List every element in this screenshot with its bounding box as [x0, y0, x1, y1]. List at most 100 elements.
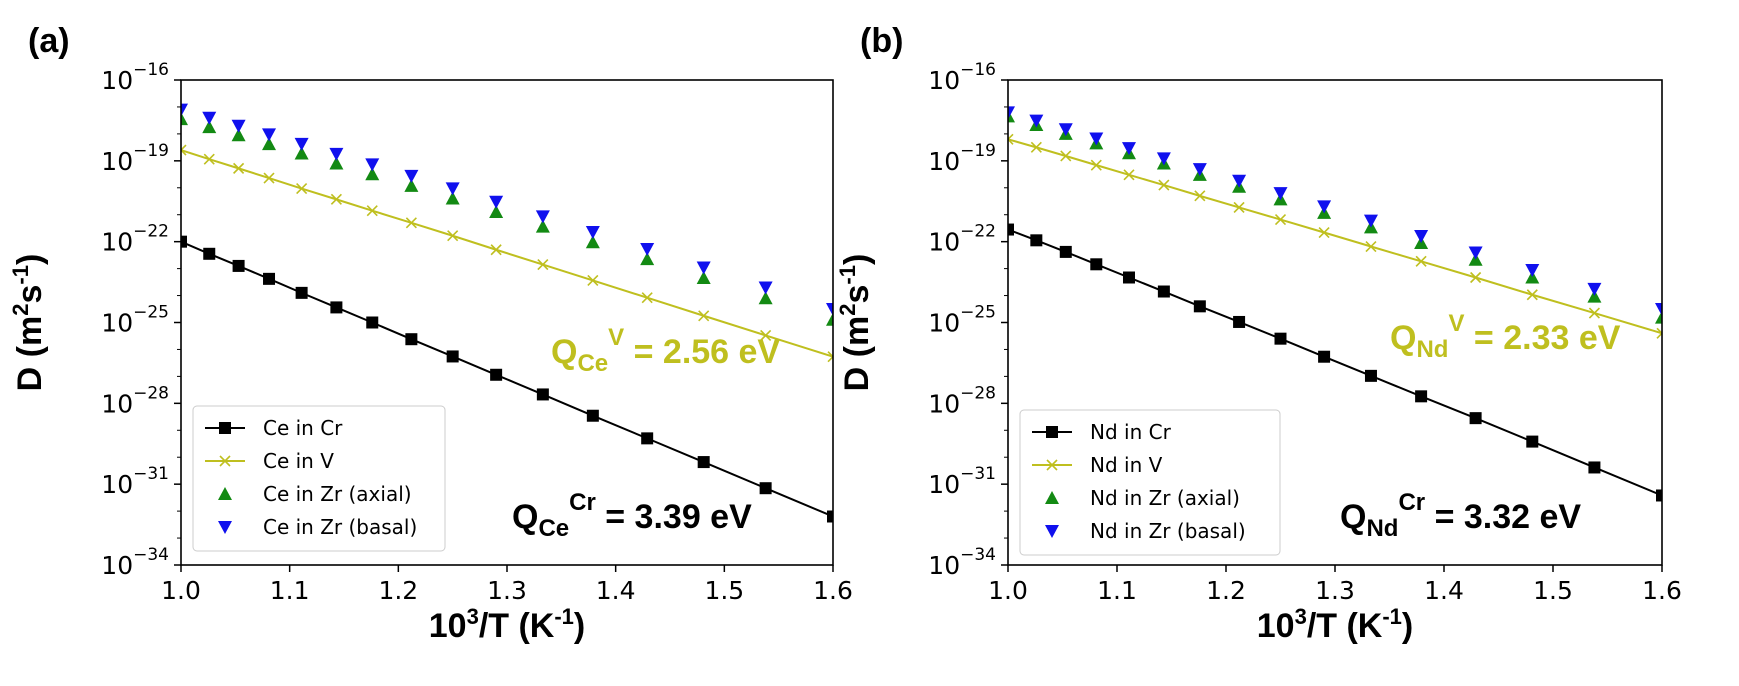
data-point-cr — [1656, 489, 1662, 502]
series-cr — [181, 235, 833, 523]
legend-marker — [1045, 491, 1059, 504]
annotation-q-v: QCeV = 2.56 eV — [551, 324, 780, 377]
data-point-v — [1588, 307, 1600, 319]
data-point-v — [587, 274, 599, 287]
data-point-v — [1415, 255, 1427, 267]
data-point-cr — [295, 286, 308, 299]
y-tick-label: 10−16 — [928, 60, 996, 95]
data-point-cr — [1274, 332, 1287, 345]
legend-marker — [218, 487, 232, 500]
data-point-basal — [758, 281, 773, 295]
series-axial — [181, 112, 833, 326]
legend-item: Nd in Cr — [1032, 420, 1172, 444]
data-point-basal — [1363, 214, 1378, 228]
x-tick-label: 1.6 — [813, 576, 853, 605]
y-tick-label: 10−22 — [101, 222, 169, 257]
legend-marker — [1046, 459, 1058, 471]
legend: Nd in Cr Nd in V Nd in Zr (axial) Nd in Zr … — [1019, 409, 1281, 556]
data-point-axial — [489, 205, 504, 219]
x-tick-label: 1.0 — [988, 576, 1028, 605]
data-point-cr — [536, 388, 549, 401]
panel-label: (a) — [28, 22, 70, 60]
data-point-v — [405, 217, 417, 229]
data-point-basal — [181, 103, 188, 117]
data-point-cr — [181, 235, 187, 248]
x-tick-label: 1.5 — [704, 576, 744, 605]
data-point-cr — [1030, 234, 1043, 247]
data-point-v — [1365, 240, 1377, 253]
data-point-cr — [1008, 223, 1014, 236]
y-tick-label: 10−31 — [928, 464, 996, 499]
y-tick-label: 10−34 — [928, 545, 996, 580]
y-tick-label: 10−19 — [928, 141, 996, 176]
legend-item: Nd in Zr (axial) — [1045, 486, 1240, 510]
data-point-cr — [586, 409, 599, 422]
data-point-cr — [490, 368, 503, 381]
y-axis-label: D (m2s-1) — [835, 254, 876, 392]
data-point-axial — [758, 291, 773, 305]
data-point-basal — [329, 147, 344, 161]
data-point-basal — [404, 169, 419, 183]
data-point-basal — [1468, 246, 1483, 260]
data-point-v — [537, 259, 549, 271]
data-point-axial — [404, 178, 419, 192]
data-point-cr — [1059, 245, 1072, 258]
legend-item: Ce in V — [205, 449, 334, 473]
data-point-basal — [1655, 303, 1662, 317]
data-point-axial — [202, 120, 217, 134]
legend-label: Nd in Zr (basal) — [1090, 519, 1246, 543]
y-tick-label: 10−31 — [101, 464, 169, 499]
data-point-basal — [1121, 142, 1136, 156]
legend-marker — [218, 521, 232, 534]
data-point-basal — [489, 195, 504, 209]
data-point-cr — [1193, 300, 1206, 313]
plot-area — [1008, 106, 1662, 502]
data-point-axial — [585, 235, 600, 249]
data-point-basal — [1587, 282, 1602, 296]
y-tick-label: 10−19 — [101, 141, 169, 176]
data-point-cr — [759, 482, 772, 495]
data-point-v — [1470, 271, 1482, 284]
data-point-axial — [231, 128, 246, 142]
data-point-cr — [1469, 412, 1482, 425]
data-point-basal — [202, 111, 217, 125]
data-point-v — [181, 144, 187, 156]
data-point-cr — [1526, 435, 1539, 448]
data-point-axial — [535, 219, 550, 233]
y-tick-label: 10−25 — [928, 303, 996, 338]
data-point-axial — [1587, 289, 1602, 303]
data-point-axial — [696, 271, 711, 285]
data-point-v — [447, 230, 459, 242]
panel-a: (a)1.0 1.1 1.2 1.3 1.4 1.5 1.610−1610−1910−221… — [8, 22, 853, 645]
data-point-cr — [1588, 461, 1601, 474]
y-tick-label: 10−22 — [928, 222, 996, 257]
panel-label: (b) — [860, 22, 903, 60]
x-axis-label: 103/T (K-1) — [1257, 604, 1414, 645]
data-point-cr — [1318, 350, 1331, 363]
data-point-v — [1318, 226, 1330, 239]
data-point-cr — [446, 350, 459, 363]
data-point-axial — [1525, 270, 1540, 284]
x-tick-label: 1.3 — [1315, 576, 1355, 605]
data-point-basal — [1232, 174, 1247, 188]
legend-label: Nd in Zr (axial) — [1090, 486, 1240, 510]
data-point-v — [760, 329, 772, 341]
plot-area — [181, 103, 833, 523]
data-point-basal — [1525, 263, 1540, 277]
data-point-v — [1123, 169, 1135, 181]
data-point-basal — [1273, 187, 1288, 201]
series-line-v — [181, 149, 833, 358]
data-point-axial — [365, 167, 380, 181]
data-point-v — [1194, 190, 1206, 202]
axis-ticks: 1.0 1.1 1.2 1.3 1.4 1.5 1.6 10−16 10−19 10−22 10−2… — [101, 60, 853, 605]
data-point-v — [1526, 289, 1538, 301]
data-point-cr — [405, 333, 418, 346]
legend-label: Ce in Zr (basal) — [263, 515, 417, 539]
series-basal — [181, 103, 833, 317]
y-tick-label: 10−28 — [928, 383, 996, 418]
data-point-basal — [1089, 132, 1104, 146]
data-point-v — [330, 193, 342, 205]
data-point-basal — [445, 182, 460, 196]
data-point-cr — [1364, 369, 1377, 382]
